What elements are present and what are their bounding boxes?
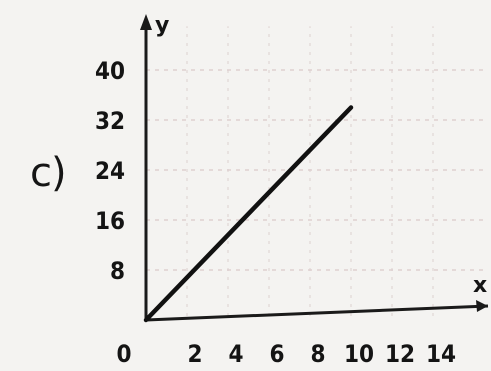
x-tick-label: 12 [385, 340, 415, 368]
y-tick-label: 32 [95, 107, 125, 135]
part-label: c) [30, 150, 67, 196]
grid [146, 26, 485, 316]
x-tick-label: 8 [310, 340, 325, 368]
x-tick-label: 0 [116, 340, 131, 368]
y-tick-label: 24 [95, 157, 125, 185]
axes [140, 14, 489, 322]
x-tick-label: 6 [269, 340, 284, 368]
y-tick-label: 40 [95, 57, 125, 85]
y-tick-label: 8 [110, 257, 125, 285]
x-axis-arrow [476, 300, 488, 312]
y-axis-arrow [140, 14, 152, 30]
y-tick-label: 16 [95, 207, 125, 235]
series [143, 105, 354, 323]
y-axis-label: y [155, 13, 169, 38]
x-axis [145, 304, 489, 322]
series-line [143, 105, 354, 323]
x-tick-label: 4 [228, 340, 243, 368]
x-tick-label: 14 [426, 340, 456, 368]
x-axis-label: x [473, 273, 487, 298]
x-tick-label: 2 [187, 340, 202, 368]
x-tick-label: 10 [344, 340, 374, 368]
